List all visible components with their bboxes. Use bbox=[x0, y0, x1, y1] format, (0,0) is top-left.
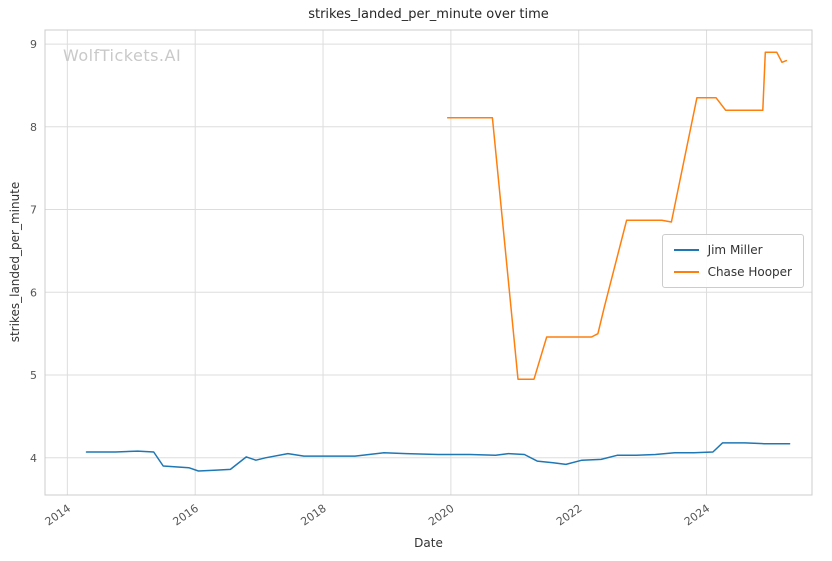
x-tick-label: 2024 bbox=[682, 502, 712, 529]
legend-item-jim-miller: Jim Miller bbox=[673, 243, 792, 257]
y-tick-label: 9 bbox=[30, 38, 37, 51]
series-line-jim-miller bbox=[85, 442, 791, 472]
legend-item-chase-hooper: Chase Hooper bbox=[673, 265, 792, 279]
legend: Jim Miller Chase Hooper bbox=[661, 234, 804, 288]
plot-border bbox=[44, 29, 813, 496]
x-tick-label: 2022 bbox=[554, 502, 584, 529]
legend-line-sample bbox=[673, 271, 699, 273]
y-axis-label: strikes_landed_per_minute bbox=[8, 181, 22, 343]
legend-label: Chase Hooper bbox=[707, 265, 792, 279]
x-tick-label: 2016 bbox=[171, 502, 201, 529]
y-tick-label: 8 bbox=[30, 121, 37, 134]
y-tick-label: 5 bbox=[30, 369, 37, 382]
x-tick-label: 2018 bbox=[298, 502, 328, 529]
y-tick-label: 7 bbox=[30, 204, 37, 217]
chart-title: strikes_landed_per_minute over time bbox=[308, 7, 549, 22]
x-axis-label: Date bbox=[414, 536, 443, 550]
legend-label: Jim Miller bbox=[707, 243, 763, 257]
x-tick-label: 2020 bbox=[426, 502, 456, 529]
legend-line-sample bbox=[673, 249, 699, 251]
series-line-chase-hooper bbox=[446, 51, 788, 380]
y-tick-label: 6 bbox=[30, 286, 37, 299]
watermark: WolfTickets.AI bbox=[63, 46, 182, 65]
y-tick-label: 4 bbox=[30, 452, 37, 465]
x-tick-label: 2014 bbox=[43, 502, 73, 529]
